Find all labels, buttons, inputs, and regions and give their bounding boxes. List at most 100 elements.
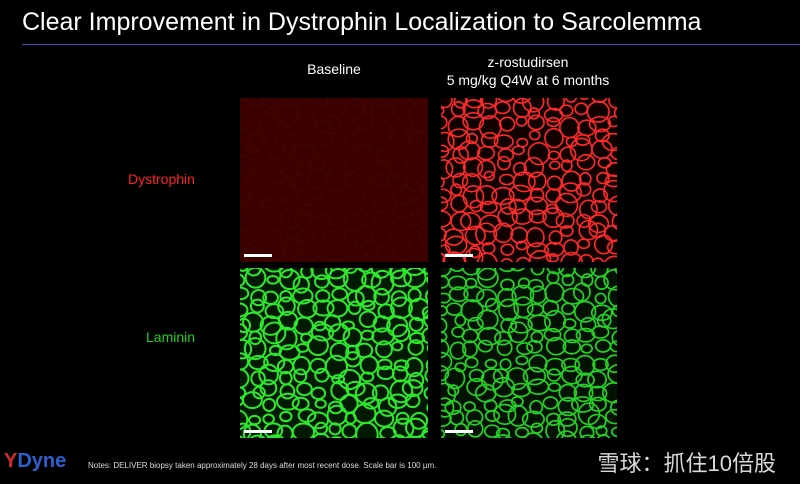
cell — [430, 240, 440, 248]
cell — [342, 268, 359, 274]
cell — [312, 98, 333, 105]
cell — [493, 222, 514, 244]
cell — [624, 100, 645, 118]
cell — [331, 258, 343, 262]
cell — [626, 415, 637, 426]
cell — [559, 104, 574, 117]
cell — [247, 174, 259, 183]
cell — [392, 417, 415, 438]
cell — [361, 240, 377, 255]
cell — [262, 196, 275, 210]
cell — [361, 214, 376, 228]
cell — [407, 339, 424, 356]
cell — [610, 146, 617, 161]
cell — [447, 384, 460, 397]
cell — [259, 179, 279, 201]
cell — [442, 251, 466, 262]
cell — [445, 157, 466, 178]
cell — [377, 358, 393, 371]
cell — [626, 251, 642, 268]
cell — [292, 275, 310, 294]
cell — [325, 132, 342, 148]
cell — [387, 158, 409, 177]
cell — [426, 344, 428, 352]
cell — [298, 111, 317, 132]
cell — [477, 268, 499, 289]
cell — [248, 330, 263, 346]
cell — [563, 328, 582, 344]
cell — [404, 200, 424, 217]
cell — [610, 426, 617, 438]
cell — [465, 132, 479, 145]
cell — [500, 243, 515, 256]
cell — [463, 285, 485, 303]
cell — [275, 98, 297, 108]
cell — [493, 134, 514, 150]
cell — [579, 425, 595, 438]
cell — [259, 113, 281, 136]
cell — [408, 331, 425, 345]
cell — [243, 337, 267, 361]
cell — [315, 289, 331, 303]
cell — [313, 130, 334, 147]
cell — [515, 256, 531, 262]
cell — [263, 352, 286, 373]
cell — [264, 303, 285, 320]
cell — [391, 365, 409, 383]
cell — [376, 437, 384, 438]
cell — [249, 298, 265, 314]
cell — [528, 209, 547, 224]
cell-outlines — [441, 268, 643, 438]
cell — [358, 144, 371, 157]
cell — [373, 409, 395, 428]
cell — [624, 302, 643, 321]
cell — [477, 159, 496, 179]
row-label: Dystrophin — [128, 171, 195, 187]
cell — [262, 397, 277, 412]
cell — [307, 335, 329, 356]
cell — [458, 140, 481, 161]
cell — [610, 399, 617, 416]
cell — [363, 172, 375, 183]
cell — [545, 412, 561, 426]
cell — [597, 157, 612, 169]
cell — [592, 188, 609, 203]
cell — [306, 198, 329, 218]
cell — [279, 410, 293, 423]
cell — [292, 249, 316, 262]
cell — [476, 252, 498, 262]
cell — [498, 116, 516, 132]
cell — [418, 225, 428, 246]
cell — [558, 182, 582, 204]
cell — [311, 142, 328, 156]
cell — [393, 359, 410, 372]
cell — [408, 103, 428, 126]
cell — [417, 130, 428, 152]
cell — [469, 199, 483, 213]
cell — [576, 238, 591, 250]
cell — [560, 251, 584, 262]
cell — [559, 146, 577, 163]
cell — [444, 399, 462, 415]
cell — [556, 430, 577, 438]
cell — [523, 432, 543, 438]
cell — [497, 98, 515, 103]
cell — [342, 184, 354, 196]
cell — [266, 143, 285, 157]
cell — [572, 282, 591, 302]
cell — [390, 126, 409, 145]
watermark: 雪球：抓住10倍股 — [597, 451, 776, 476]
cell — [441, 252, 446, 262]
cell — [418, 173, 428, 193]
cell — [278, 268, 301, 291]
cell — [441, 409, 452, 428]
cell — [330, 380, 350, 401]
cell — [328, 159, 348, 180]
cell — [496, 155, 512, 171]
cell — [627, 397, 642, 410]
slide-title: Clear Improvement in Dystrophin Localiza… — [22, 8, 702, 36]
cell — [511, 98, 532, 104]
cell — [395, 411, 410, 425]
cell — [328, 243, 341, 254]
